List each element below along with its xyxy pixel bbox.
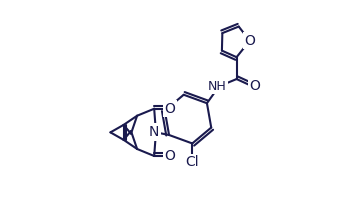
Text: Cl: Cl bbox=[185, 155, 199, 169]
Text: O: O bbox=[250, 79, 260, 93]
Text: O: O bbox=[164, 149, 175, 163]
Text: O: O bbox=[164, 102, 175, 116]
Text: O: O bbox=[244, 34, 255, 48]
Text: N: N bbox=[149, 125, 159, 139]
Text: NH: NH bbox=[208, 80, 226, 93]
